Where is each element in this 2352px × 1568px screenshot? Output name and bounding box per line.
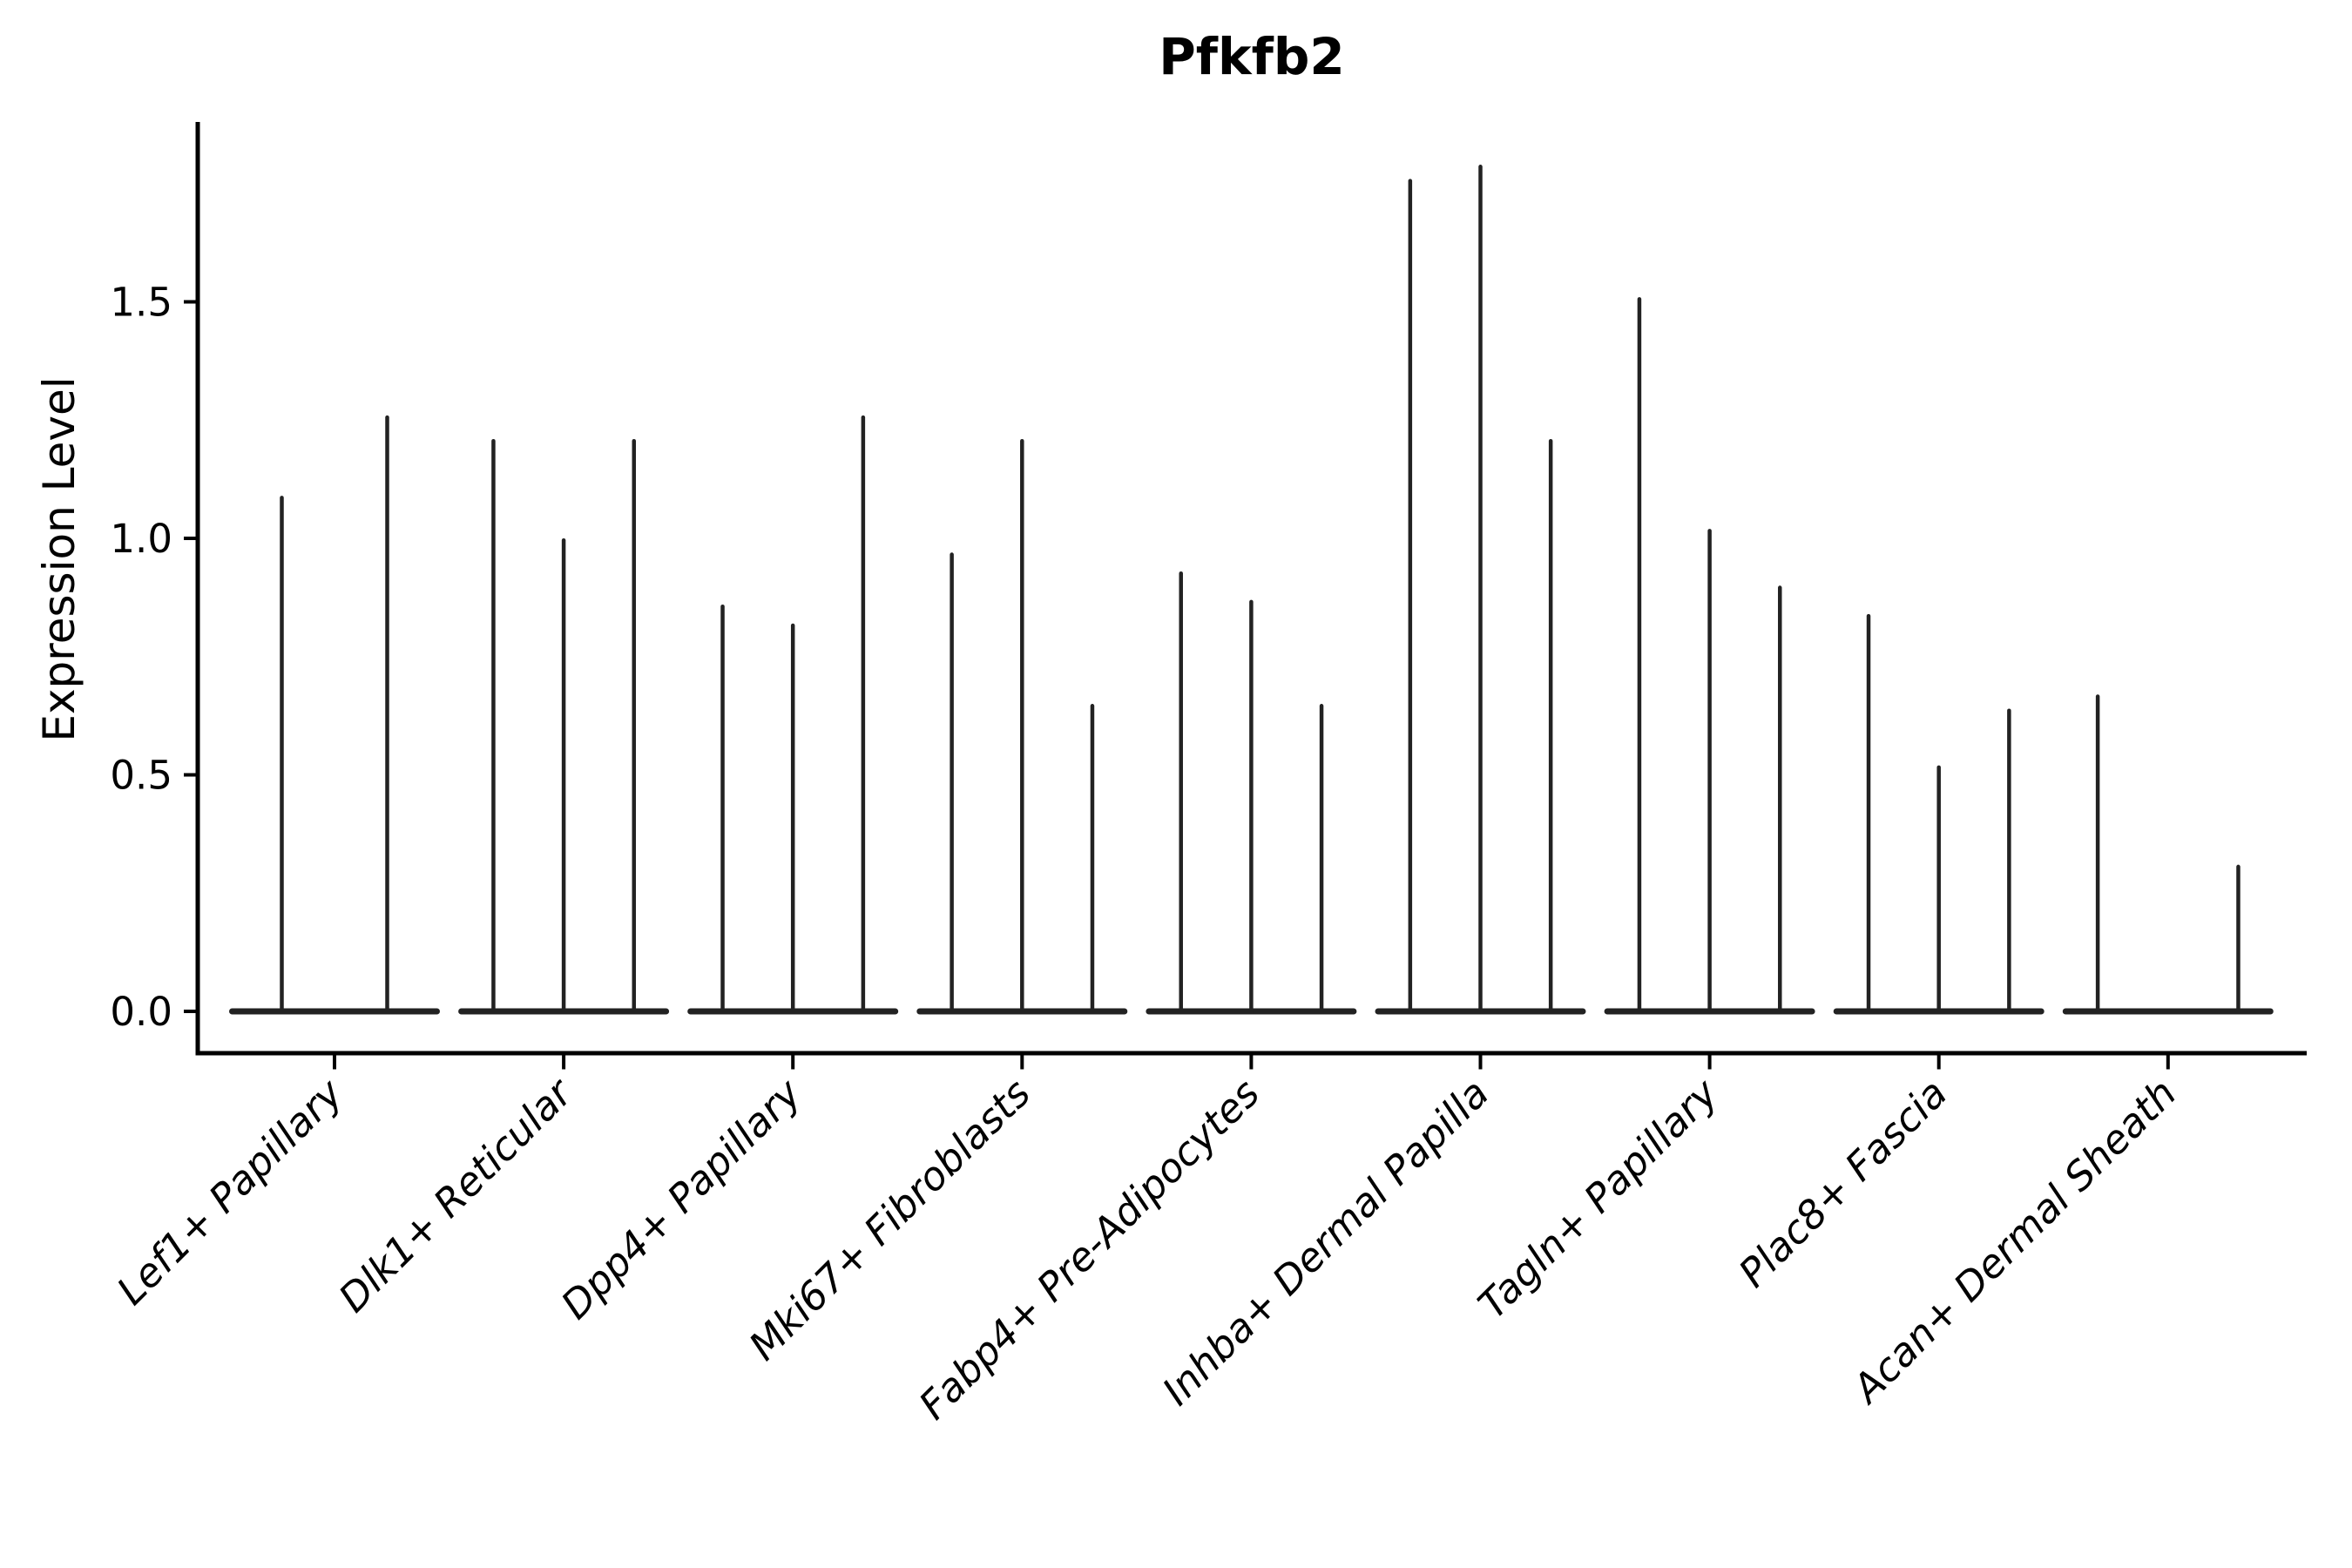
y-tick-label: 1.5	[110, 280, 172, 326]
y-axis-label: Expression Level	[34, 376, 84, 741]
y-tick-label: 1.0	[110, 516, 172, 562]
y-tick-labels: 0.0 0.5 1.0 1.5	[110, 280, 172, 1036]
x-tick-label: Plac8+ Fascia	[1730, 1070, 1957, 1296]
axes	[184, 122, 2307, 1070]
x-tick-label: Lef1+ Papillary	[108, 1069, 353, 1314]
y-tick-label: 0.5	[110, 753, 172, 799]
y-tick-label: 0.0	[110, 989, 172, 1035]
x-tick-label: Tagln+ Papillary	[1469, 1069, 1727, 1328]
x-tick-label: Dlk1+ Reticular	[330, 1069, 583, 1321]
x-tick-label: Dpp4+ Papillary	[552, 1069, 811, 1328]
chart-title: Pfkfb2	[1159, 27, 1344, 86]
violin-series	[229, 165, 2274, 1015]
